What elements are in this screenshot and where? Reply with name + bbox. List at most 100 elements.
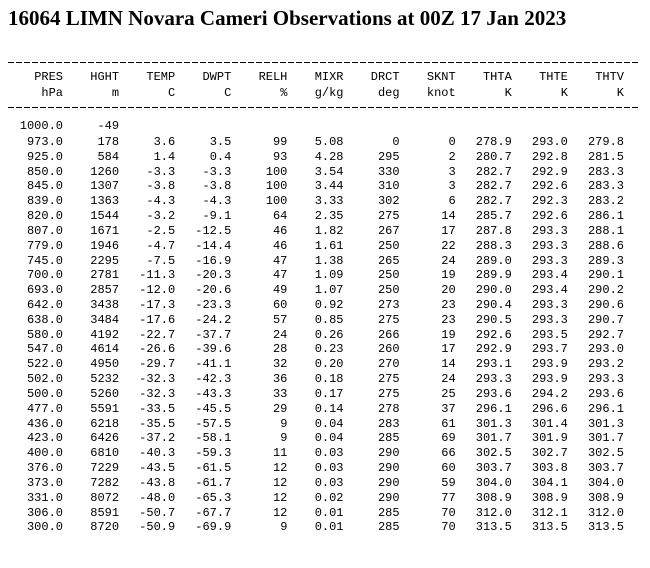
- table-cell: 0.26: [314, 327, 344, 342]
- column-unit: K: [560, 86, 568, 100]
- table-cell: 36: [272, 372, 288, 387]
- column-unit: m: [111, 86, 120, 100]
- table-cell: 292.3: [531, 194, 568, 209]
- table-cell: 285: [377, 520, 400, 535]
- table-cell: 1307: [90, 179, 120, 194]
- table-cell: -14.4: [195, 238, 232, 253]
- table-cell: 330: [377, 164, 400, 179]
- column-unit: g/kg: [314, 86, 344, 100]
- table-cell: 293.5: [531, 327, 568, 342]
- table-cell: 283: [377, 416, 400, 431]
- table-cell: 292.6: [475, 327, 512, 342]
- table-cell: 0: [392, 135, 400, 149]
- table-cell: 296.1: [475, 401, 512, 416]
- table-cell: 290.7: [587, 312, 624, 327]
- table-cell: 282.7: [475, 164, 512, 179]
- table-cell: 547.0: [26, 342, 63, 357]
- table-cell: 0.23: [314, 342, 344, 357]
- table-cell: 1260: [90, 164, 120, 179]
- table-cell: 250: [377, 268, 400, 283]
- table-cell: 308.9: [531, 490, 568, 505]
- table-cell: 301.9: [531, 431, 568, 446]
- table-cell: -3.3: [202, 164, 232, 179]
- table-cell: 283.2: [587, 194, 624, 209]
- table-cell: 293.0: [587, 342, 624, 357]
- table-cell: 292.6: [531, 179, 568, 194]
- column-header: RELH: [258, 70, 288, 84]
- table-cell: 0.01: [314, 505, 344, 520]
- table-cell: 310: [377, 179, 400, 194]
- table-cell: 293.3: [531, 223, 568, 238]
- table-cell: -57.5: [195, 416, 232, 431]
- table-cell: 303.7: [475, 461, 512, 476]
- table-cell: 279.8: [587, 135, 624, 149]
- table-cell: 293.3: [531, 253, 568, 268]
- table-cell: 93: [272, 149, 288, 164]
- table-cell: 436.0: [26, 416, 63, 431]
- table-cell: 12: [272, 490, 288, 505]
- table-cell: 1000.0: [19, 119, 63, 133]
- table-cell: 273: [377, 298, 400, 313]
- table-cell: 275: [377, 386, 400, 401]
- table-cell: 275: [377, 312, 400, 327]
- table-cell: -29.7: [139, 357, 176, 372]
- table-cell: 0.04: [314, 431, 344, 446]
- table-cell: -22.7: [139, 327, 176, 342]
- table-cell: -61.7: [195, 475, 232, 490]
- table-cell: 293.3: [587, 372, 624, 387]
- table-cell: -12.0: [139, 283, 176, 298]
- table-cell: 12: [272, 505, 288, 520]
- table-cell: 301.3: [587, 416, 624, 431]
- table-cell: 304.0: [587, 475, 624, 490]
- table-cell: 287.8: [475, 223, 512, 238]
- table-cell: 3438: [90, 298, 120, 313]
- table-cell: 1.07: [314, 283, 344, 298]
- table-cell: -50.7: [139, 505, 176, 520]
- table-cell: 9: [280, 431, 288, 446]
- table-cell: 925.0: [26, 149, 63, 164]
- table-cell: 280.7: [475, 149, 512, 164]
- column-header: THTV: [595, 70, 624, 84]
- table-cell: -3.3: [146, 164, 176, 179]
- table-cell: 24: [441, 372, 456, 387]
- table-cell: -32.3: [139, 372, 176, 387]
- table-cell: 290.6: [587, 298, 624, 313]
- table-cell: 293.3: [531, 298, 568, 313]
- table-cell: 28: [272, 342, 288, 357]
- table-cell: 1.61: [314, 238, 344, 253]
- table-cell: 301.3: [475, 416, 512, 431]
- column-unit: %: [280, 86, 288, 100]
- table-cell: 12: [272, 475, 288, 490]
- table-cell: 0.14: [314, 401, 344, 416]
- table-cell: 99: [272, 135, 288, 149]
- table-cell: 973.0: [26, 135, 63, 149]
- column-unit: C: [224, 86, 232, 100]
- table-cell: 69: [441, 431, 456, 446]
- table-cell: 0.18: [314, 372, 344, 387]
- table-cell: -65.3: [195, 490, 232, 505]
- table-cell: 6426: [90, 431, 120, 446]
- table-cell: 301.7: [475, 431, 512, 446]
- table-cell: -49: [97, 119, 120, 133]
- table-cell: 25: [441, 386, 456, 401]
- table-cell: -35.5: [139, 416, 176, 431]
- table-cell: 283.3: [587, 179, 624, 194]
- table-cell: 3484: [90, 312, 120, 327]
- table-cell: 290.5: [475, 312, 512, 327]
- table-cell: 303.7: [587, 461, 624, 476]
- table-cell: 2857: [90, 283, 120, 298]
- table-cell: 308.9: [587, 490, 624, 505]
- table-cell: 19: [441, 327, 456, 342]
- table-cell: -43.3: [195, 386, 232, 401]
- table-cell: 522.0: [26, 357, 63, 372]
- table-cell: 281.5: [587, 149, 624, 164]
- table-cell: 0.92: [314, 298, 344, 313]
- table-cell: 24: [272, 327, 288, 342]
- table-cell: 289.9: [475, 268, 512, 283]
- table-cell: -20.3: [195, 268, 232, 283]
- table-cell: 9: [280, 416, 288, 431]
- column-header: SKNT: [426, 70, 456, 84]
- table-cell: 1.09: [314, 268, 344, 283]
- table-cell: 642.0: [26, 298, 63, 313]
- table-cell: 8720: [90, 520, 120, 535]
